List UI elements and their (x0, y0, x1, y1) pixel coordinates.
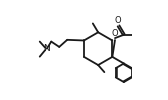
Text: N: N (43, 44, 50, 53)
Text: O: O (114, 16, 121, 25)
Text: O: O (112, 29, 118, 38)
